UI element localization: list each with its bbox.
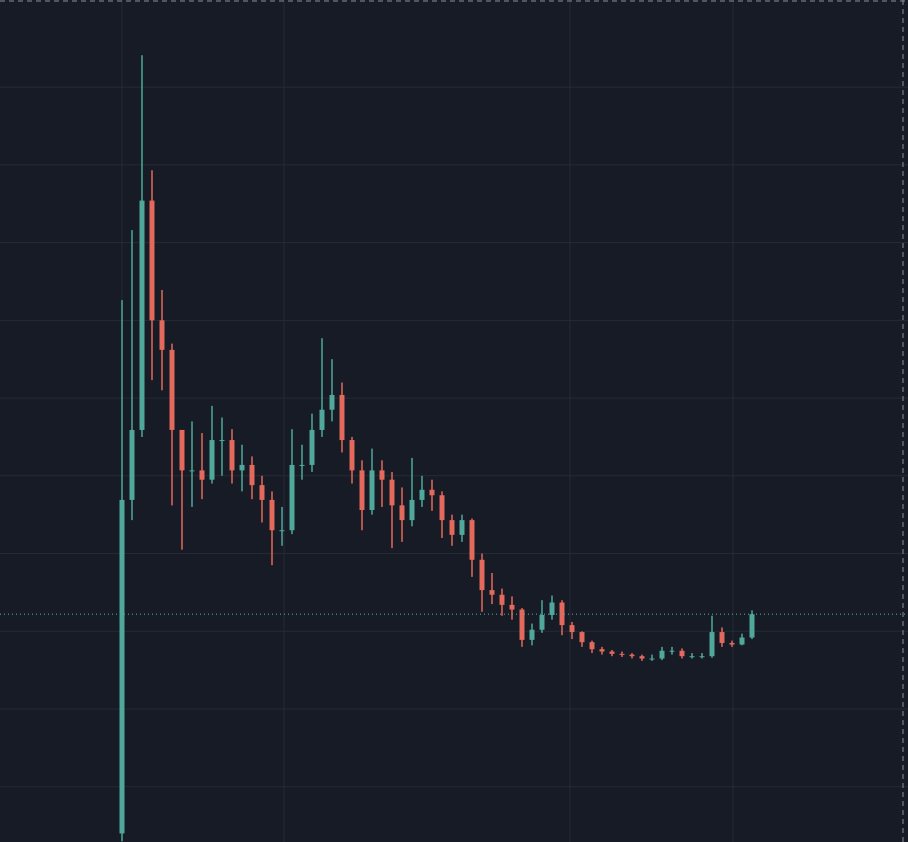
- candle-body: [679, 650, 685, 657]
- candle-body: [709, 632, 715, 657]
- candle-body: [359, 470, 365, 511]
- candle-body: [469, 520, 475, 560]
- candle-body: [379, 470, 385, 480]
- candle-body: [279, 530, 285, 532]
- candle-body: [369, 470, 375, 511]
- candle-body: [619, 653, 625, 655]
- candle-body: [189, 470, 195, 472]
- candle-body: [739, 637, 745, 645]
- candle-body: [169, 349, 175, 430]
- candles: [0, 55, 908, 842]
- candle-body: [179, 429, 185, 471]
- candle-body: [129, 429, 135, 500]
- candle-body: [649, 658, 655, 660]
- candle-body: [239, 464, 245, 471]
- candle-body: [629, 654, 635, 657]
- candle-body: [409, 499, 415, 521]
- candle-body: [419, 489, 425, 500]
- candle-body: [639, 656, 645, 659]
- candle-body: [289, 464, 295, 531]
- candle-body: [439, 495, 445, 521]
- candle-body: [229, 440, 235, 471]
- candle-body: [119, 499, 125, 834]
- candle-body: [319, 409, 325, 430]
- candle-body: [599, 649, 605, 652]
- candle-body: [549, 602, 555, 615]
- candle-body: [339, 394, 345, 441]
- candle-body: [249, 464, 255, 486]
- candle-body: [209, 440, 215, 480]
- candle-body: [149, 200, 155, 321]
- candle-body: [749, 614, 755, 638]
- candle-body: [729, 642, 735, 645]
- candle-body: [199, 470, 205, 480]
- candle-body: [569, 625, 575, 633]
- candle-body: [159, 320, 165, 350]
- candle-body: [269, 499, 275, 531]
- candle-body: [539, 614, 545, 630]
- candle-body: [479, 559, 485, 591]
- candle-body: [459, 520, 465, 535]
- candle-body: [579, 632, 585, 643]
- candle-body: [309, 429, 315, 465]
- candle-body: [429, 489, 435, 496]
- candle-body: [349, 440, 355, 471]
- candle-body: [219, 440, 225, 442]
- candle-body: [669, 650, 675, 652]
- candle-body: [329, 394, 335, 410]
- candle-body: [609, 651, 615, 654]
- candle-body: [699, 656, 705, 658]
- candle-body: [529, 629, 535, 640]
- candle-body: [489, 590, 495, 595]
- candle-body: [509, 604, 515, 610]
- candle-body: [589, 642, 595, 650]
- candle-body: [399, 505, 405, 521]
- candle-body: [259, 485, 265, 500]
- candle-body: [299, 464, 305, 466]
- candle-body: [389, 479, 395, 506]
- candle-body: [139, 200, 145, 430]
- candle-body: [449, 520, 455, 535]
- candle-body: [519, 609, 525, 640]
- candle-body: [719, 632, 725, 643]
- candle-body: [499, 594, 505, 605]
- candle-body: [559, 602, 565, 626]
- candle-body: [659, 650, 665, 659]
- candle-body: [689, 656, 695, 658]
